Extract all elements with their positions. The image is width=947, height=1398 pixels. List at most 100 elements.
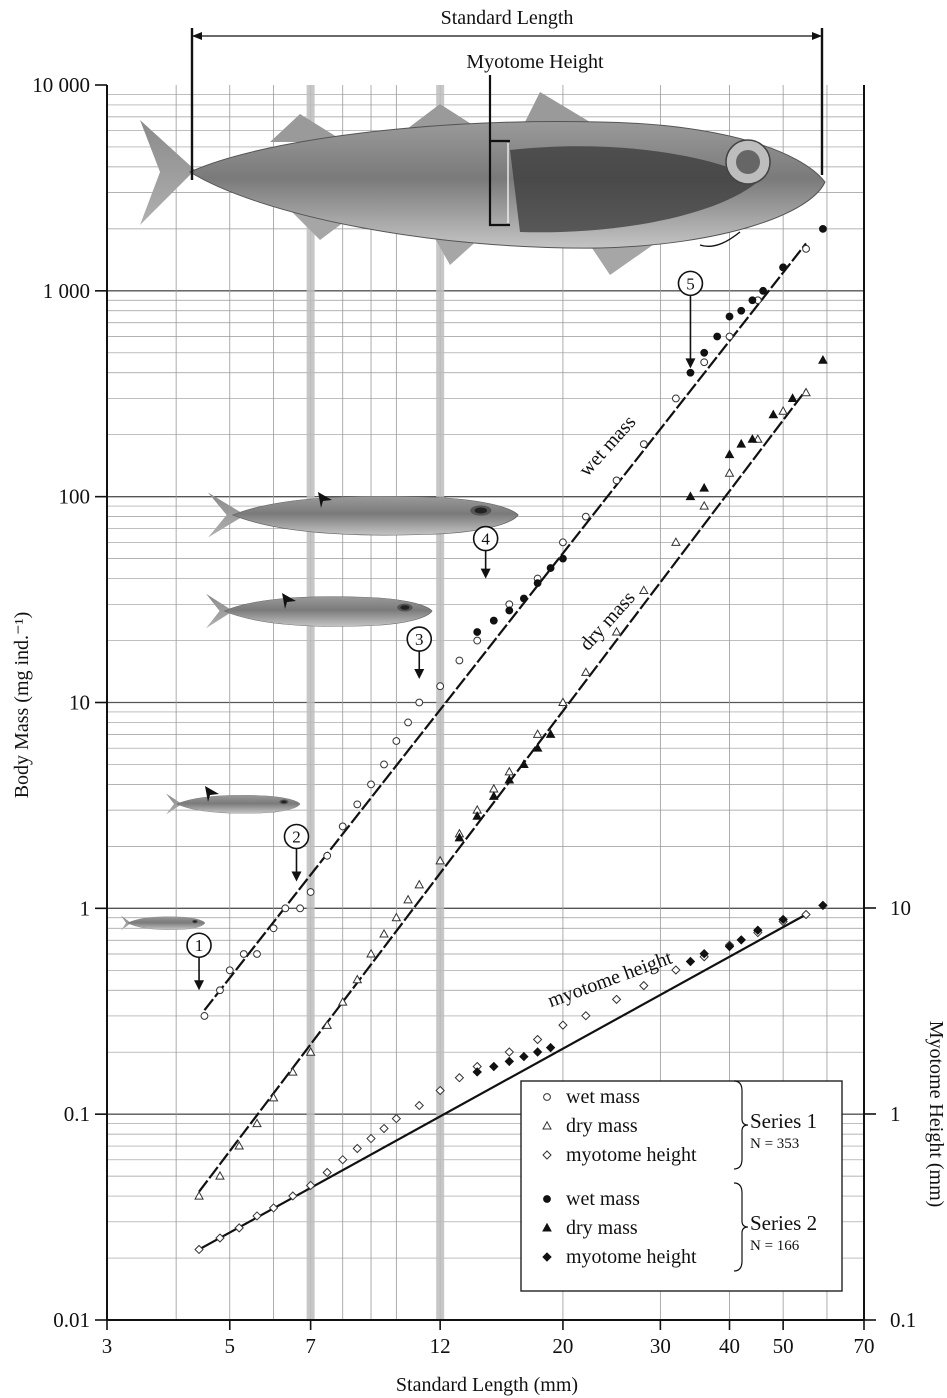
data-point xyxy=(778,406,788,415)
data-point xyxy=(353,800,362,809)
data-point xyxy=(366,948,376,958)
data-point xyxy=(391,912,402,922)
stage-marker: 4 xyxy=(472,525,499,579)
data-point xyxy=(801,909,811,920)
data-point xyxy=(380,760,388,769)
data-point xyxy=(436,682,445,691)
data-point xyxy=(194,1244,204,1255)
data-point xyxy=(306,888,315,896)
data-point xyxy=(725,332,734,341)
data-point xyxy=(700,358,709,367)
legend-marker xyxy=(542,1120,552,1130)
stage-number-circle xyxy=(406,626,433,652)
stage-number-circle xyxy=(186,932,212,959)
data-point xyxy=(323,851,332,860)
data-point xyxy=(216,986,224,995)
stage-number: 2 xyxy=(292,828,301,847)
data-point xyxy=(532,1034,543,1045)
curve-label: myotome height xyxy=(545,947,676,1012)
y-tick-label: 10 000 xyxy=(32,73,90,97)
juvenile-fish-medium xyxy=(206,593,433,629)
x-axis-label: Standard Length (mm) xyxy=(396,1374,578,1396)
y-tick-label: 100 xyxy=(59,485,91,509)
y-tick-label: 0.1 xyxy=(64,1102,90,1126)
data-point xyxy=(724,449,735,459)
fit-line xyxy=(198,389,807,1193)
stage-number: 4 xyxy=(481,530,490,549)
legend-item: dry mass xyxy=(566,1115,638,1137)
data-point xyxy=(713,332,722,341)
data-point xyxy=(699,482,710,492)
data-point xyxy=(215,1233,225,1243)
data-point xyxy=(269,924,278,933)
legend-group-n: N = 166 xyxy=(750,1238,800,1254)
legend-group-title: Series 2 xyxy=(750,1211,817,1235)
data-point xyxy=(724,941,735,952)
x-tick-label: 50 xyxy=(773,1334,794,1358)
data-point xyxy=(611,994,622,1005)
y2-tick-label: 0.1 xyxy=(890,1308,916,1332)
data-point xyxy=(787,393,798,402)
data-point xyxy=(545,729,556,738)
fit-line xyxy=(198,913,807,1251)
data-point xyxy=(545,1042,556,1053)
series-dry-mass-series-2 xyxy=(454,355,828,842)
data-point xyxy=(581,512,590,521)
legend-marker xyxy=(542,1150,552,1160)
myotome-height-bracket: Myotome Height xyxy=(466,51,604,227)
data-point xyxy=(818,900,828,911)
data-point xyxy=(542,1222,552,1232)
data-point xyxy=(455,656,464,665)
stage-number: 1 xyxy=(195,936,204,955)
legend-item: myotome height xyxy=(566,1246,697,1268)
data-point xyxy=(391,1113,402,1124)
data-point xyxy=(379,928,389,938)
legend-brace xyxy=(733,1182,749,1272)
data-point xyxy=(505,606,514,615)
x-tick-label: 12 xyxy=(430,1334,451,1358)
data-point xyxy=(225,966,234,975)
data-point xyxy=(488,783,499,793)
x-tick-label: 40 xyxy=(719,1334,740,1358)
data-point xyxy=(542,1252,552,1262)
legend-item: wet mass xyxy=(566,1086,640,1108)
data-point xyxy=(268,1203,279,1213)
larva-fish-large xyxy=(166,793,301,815)
stage-number: 5 xyxy=(686,274,695,293)
data-point xyxy=(379,1123,389,1134)
data-point xyxy=(366,1133,376,1144)
data-point xyxy=(801,387,811,397)
data-point xyxy=(700,348,709,357)
legend-group-n: N = 353 xyxy=(750,1136,799,1152)
data-point xyxy=(473,628,482,636)
data-point xyxy=(543,1195,551,1203)
data-points xyxy=(194,224,828,1255)
data-point xyxy=(558,697,568,706)
data-point xyxy=(818,355,828,364)
data-point xyxy=(819,224,827,233)
x-tick-label: 5 xyxy=(225,1334,236,1358)
data-point xyxy=(200,1012,209,1020)
stage-arrow-icon xyxy=(282,593,296,609)
data-point xyxy=(724,467,735,477)
data-point xyxy=(287,1066,298,1076)
juvenile-fish-large xyxy=(208,492,519,538)
data-point xyxy=(403,894,413,904)
data-point xyxy=(736,935,746,945)
data-point xyxy=(519,1051,529,1062)
myotome-height-label: Myotome Height xyxy=(466,51,604,73)
data-point xyxy=(215,1170,225,1180)
stage-arrow-icon xyxy=(205,786,219,802)
fit-lines xyxy=(198,242,807,1251)
fish-illustrations xyxy=(121,92,826,931)
data-point xyxy=(532,1047,543,1057)
stage-marker: 2 xyxy=(283,823,310,882)
data-point xyxy=(671,965,681,975)
legend-marker xyxy=(542,1222,552,1232)
data-point xyxy=(546,564,555,572)
data-point xyxy=(725,312,734,321)
series-wet-mass-series-1 xyxy=(200,244,810,1020)
legend-marker xyxy=(542,1252,552,1262)
legend-marker xyxy=(543,1195,551,1203)
